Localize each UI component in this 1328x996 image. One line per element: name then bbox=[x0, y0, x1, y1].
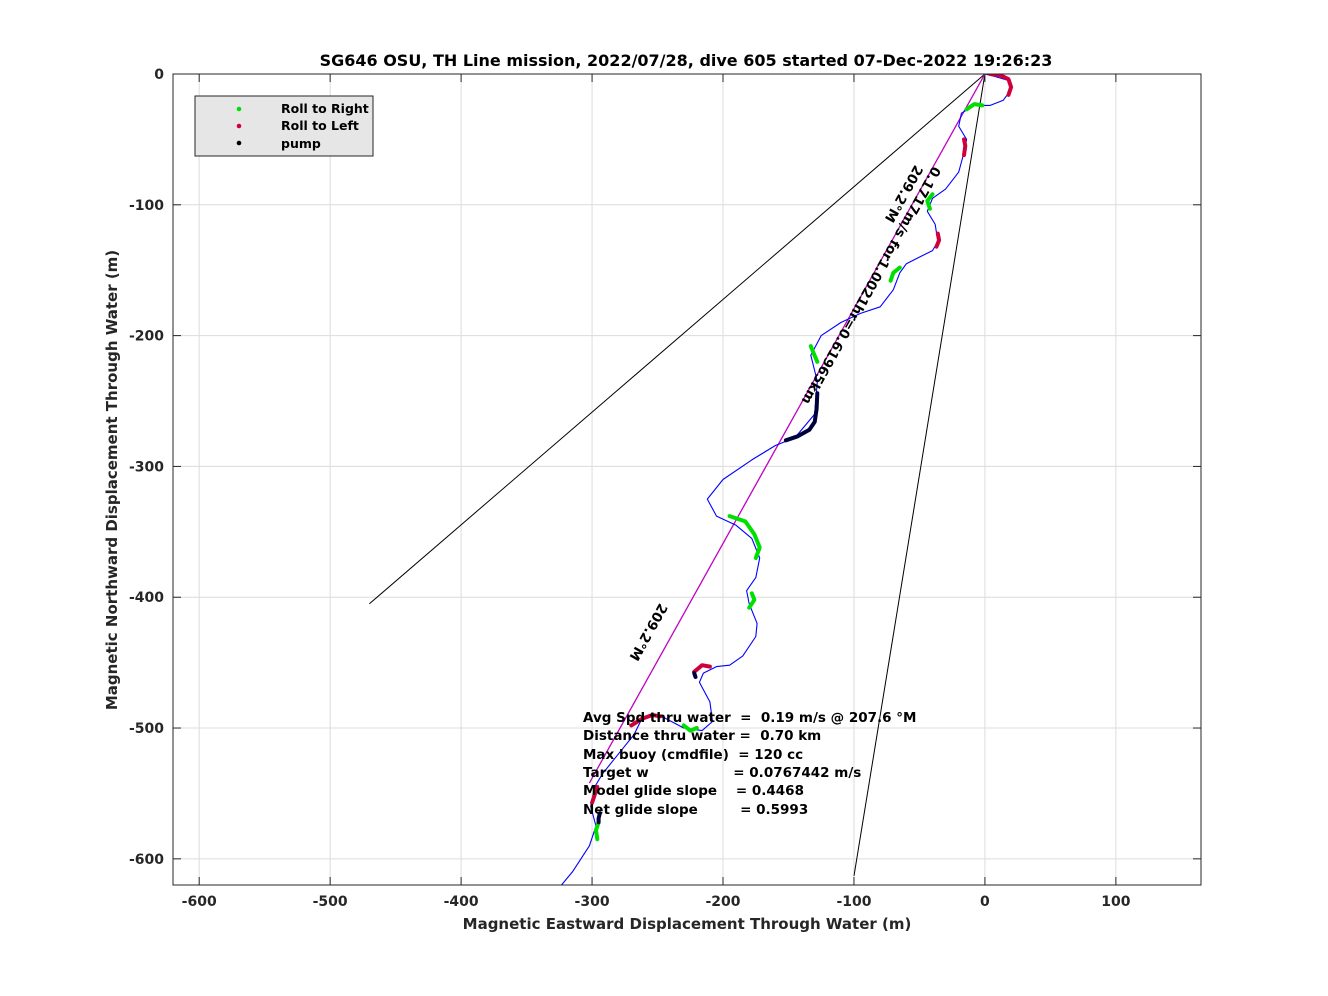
stats-block: Avg Spd thru water = 0.19 m/s @ 207.6 °M… bbox=[583, 710, 916, 818]
x-axis-label: Magnetic Eastward Displacement Through W… bbox=[463, 915, 912, 933]
x-tick-label: -200 bbox=[705, 894, 740, 910]
y-tick-label: -600 bbox=[129, 852, 164, 868]
current-line bbox=[588, 74, 986, 784]
x-tick-label: 100 bbox=[1101, 894, 1130, 910]
x-tick-label: -400 bbox=[444, 894, 479, 910]
y-tick-label: -200 bbox=[129, 329, 164, 345]
roll-right-segment bbox=[681, 723, 699, 733]
y-tick-label: -500 bbox=[129, 721, 164, 737]
legend: Roll to Right Roll to Left pump bbox=[194, 95, 374, 157]
y-axis-label: Magnetic Northward Displacement Through … bbox=[103, 250, 121, 710]
legend-marker-roll-left bbox=[236, 123, 242, 129]
y-tick-label: -400 bbox=[129, 590, 164, 606]
stats-line: Target w = 0.0767442 m/s bbox=[583, 765, 861, 781]
heading-line-2 bbox=[853, 74, 986, 876]
legend-label-pump: pump bbox=[281, 136, 321, 151]
plot-background bbox=[173, 74, 1201, 885]
roll-right-segment bbox=[808, 344, 820, 364]
roll-right-segment bbox=[747, 591, 757, 610]
chart-title: SG646 OSU, TH Line mission, 2022/07/28, … bbox=[320, 51, 1053, 70]
x-tick-label: -300 bbox=[575, 894, 610, 910]
roll-right-segment bbox=[925, 192, 935, 211]
plot-frame bbox=[172, 73, 1202, 886]
stats-line: Max buoy (cmdfile) = 120 cc bbox=[583, 747, 803, 763]
y-tick-label: -100 bbox=[129, 198, 164, 214]
legend-marker-roll-right bbox=[236, 106, 242, 112]
y-tick-label: -300 bbox=[129, 459, 164, 475]
stats-line: Avg Spd thru water = 0.19 m/s @ 207.6 °M bbox=[583, 710, 916, 726]
roll-left-segment bbox=[988, 74, 1014, 97]
plot-content bbox=[369, 74, 1014, 885]
roll-right-segment bbox=[888, 265, 902, 283]
stats-line: Net glide slope = 0.5993 bbox=[583, 802, 808, 818]
x-tick-label: 0 bbox=[980, 894, 990, 910]
stats-line: Model glide slope = 0.4468 bbox=[583, 783, 804, 799]
roll-left-segment bbox=[962, 137, 968, 158]
x-tick-label: -100 bbox=[836, 894, 871, 910]
legend-box bbox=[194, 95, 374, 157]
x-tick-label: -500 bbox=[313, 894, 348, 910]
axis-ticks: -600 -500 -400 -300 -200 -100 0 100 0 -100 -200 -30… bbox=[129, 67, 1201, 910]
pump-segment bbox=[596, 811, 602, 825]
y-tick-label: 0 bbox=[154, 67, 164, 83]
roll-left-segment bbox=[590, 784, 600, 805]
pump-segment bbox=[692, 671, 698, 679]
roll-left-segment bbox=[629, 713, 663, 728]
roll-right-segment bbox=[594, 820, 601, 842]
legend-marker-pump bbox=[236, 140, 242, 146]
pump-segment bbox=[783, 391, 820, 443]
x-tick-label: -600 bbox=[182, 894, 217, 910]
legend-label-roll-right: Roll to Right bbox=[281, 101, 369, 116]
roll-left-segment bbox=[692, 663, 712, 674]
legend-label-roll-left: Roll to Left bbox=[281, 118, 359, 133]
roll-left-segment bbox=[934, 231, 942, 249]
roll-right-segment bbox=[964, 102, 985, 112]
heading-line-1 bbox=[369, 74, 986, 605]
stats-line: Distance thru water = 0.70 km bbox=[583, 728, 821, 744]
roll-right-segment bbox=[727, 514, 762, 560]
